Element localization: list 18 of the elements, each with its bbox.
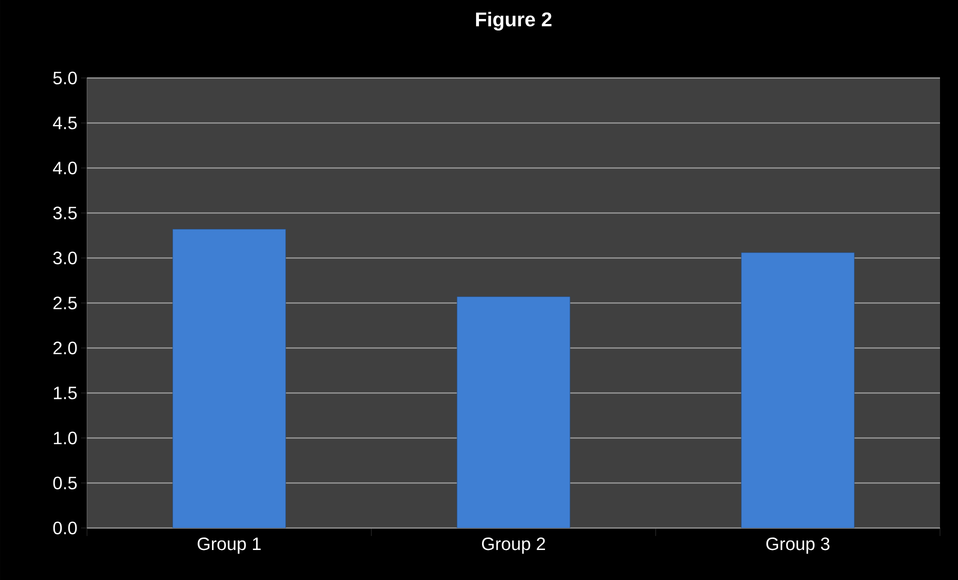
y-tick-label: 4.5	[52, 116, 77, 130]
x-tick-label: Group 1	[198, 537, 261, 554]
y-tick-label: 0.0	[53, 522, 77, 534]
y-tick-label: 4.0	[52, 162, 77, 174]
y-tick-label: 1.5	[54, 386, 77, 400]
y-tick-label: 2.0	[53, 342, 77, 354]
y-tick-label: 5.0	[53, 72, 77, 84]
bar	[172, 228, 286, 528]
x-tick-label: Group 3	[766, 537, 830, 554]
bar	[741, 252, 855, 528]
y-tick-label: 2.5	[53, 296, 77, 310]
y-tick-label: 3.5	[53, 206, 77, 220]
y-tick-label: 0.5	[53, 476, 77, 490]
y-tick-label: 1.0	[54, 432, 77, 444]
x-tick-label: Group 2	[482, 537, 545, 554]
bar	[456, 296, 570, 528]
y-tick-label: 3.0	[53, 252, 77, 264]
chart-title: Figure 2	[476, 12, 552, 30]
